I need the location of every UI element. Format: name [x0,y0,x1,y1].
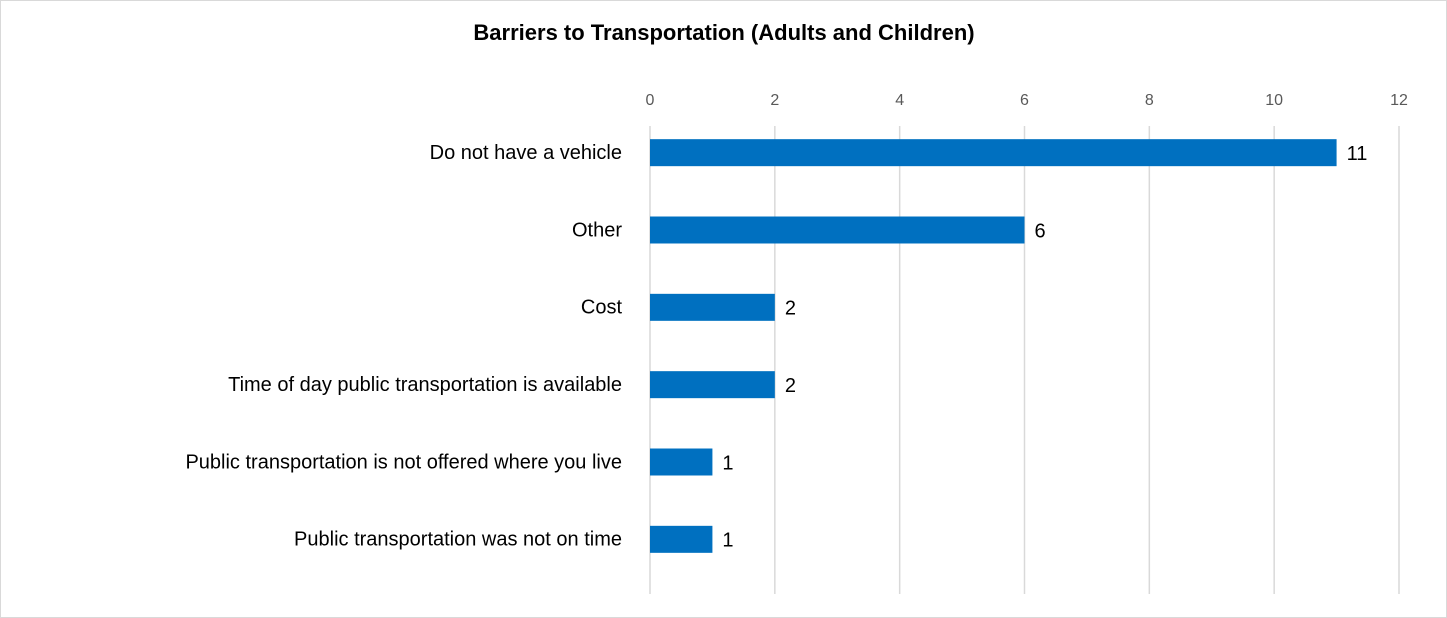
x-tick-label: 10 [1265,92,1283,109]
x-tick-label: 6 [1020,92,1029,109]
y-tick-label: Public transportation is not offered whe… [185,451,622,473]
bar [650,448,713,476]
y-tick-label: Do not have a vehicle [430,142,622,164]
x-tick-label: 12 [1390,92,1408,109]
x-tick-label: 4 [895,92,904,109]
data-label: 2 [785,298,796,320]
data-label: 11 [1347,143,1368,165]
data-label: 6 [1035,220,1046,242]
y-tick-label: Time of day public transportation is ava… [228,374,622,396]
data-label: 1 [722,452,733,474]
bar [650,525,713,553]
x-tick-label: 2 [770,92,779,109]
y-tick-label: Public transportation was not on time [294,529,622,551]
data-label: 2 [785,375,796,397]
y-tick-label: Other [572,219,622,241]
bar [650,216,1025,244]
data-label: 1 [722,530,733,552]
x-tick-label: 0 [646,92,655,109]
x-tick-label: 8 [1145,92,1154,109]
chart-title: Barriers to Transportation (Adults and C… [473,20,974,45]
bar [650,293,775,321]
bar [650,371,775,399]
y-tick-label: Cost [581,297,623,319]
bar [650,139,1337,167]
